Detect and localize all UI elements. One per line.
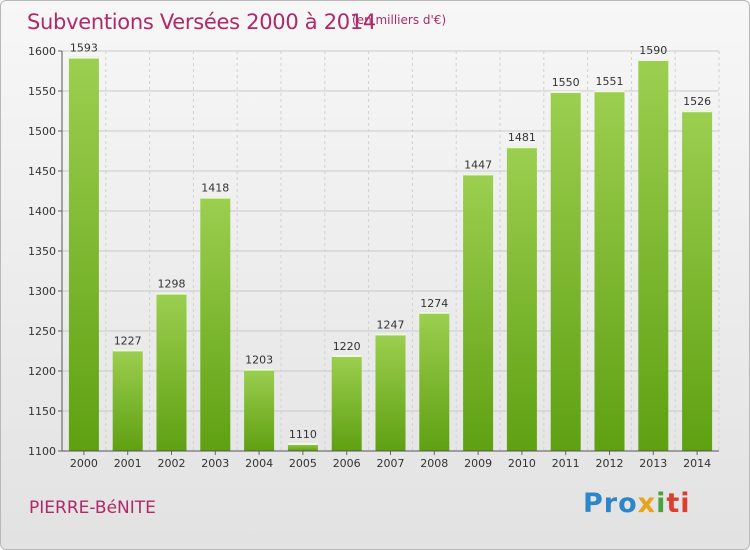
- x-tick-label: 2010: [508, 457, 536, 470]
- value-label: 1274: [420, 297, 448, 310]
- x-tick-label: 2008: [420, 457, 448, 470]
- bar-highlight: [244, 368, 275, 371]
- x-tick-label: 2001: [114, 457, 142, 470]
- bar-highlight: [331, 355, 362, 357]
- bar: [68, 56, 99, 451]
- value-label: 1590: [639, 44, 667, 57]
- x-tick-label: 2003: [201, 457, 229, 470]
- bar: [550, 91, 581, 451]
- bar: [375, 333, 406, 451]
- logo-part: i: [656, 488, 667, 519]
- value-label: 1110: [289, 428, 317, 441]
- chart-unit: (en milliers d'€): [352, 13, 447, 27]
- y-tick-label: 1350: [28, 245, 56, 258]
- bar: [463, 173, 494, 451]
- value-label: 1220: [333, 340, 361, 353]
- bar-highlight: [200, 196, 231, 199]
- value-label: 1447: [464, 158, 492, 171]
- bar: [419, 311, 450, 451]
- value-label: 1227: [114, 334, 142, 347]
- value-label: 1550: [552, 76, 580, 89]
- labels-group: 1100 1150 1200 1250 1300 1350 1400 1450 1500 1550…: [28, 42, 711, 470]
- logo-part: x: [637, 488, 657, 519]
- bar: [156, 292, 187, 451]
- bar-highlight: [682, 110, 713, 113]
- x-tick-label: 2013: [639, 457, 667, 470]
- bar: [682, 110, 713, 451]
- x-tick-label: 2004: [245, 457, 273, 470]
- value-label: 1481: [508, 131, 536, 144]
- bar: [638, 59, 669, 451]
- bar: [112, 349, 143, 451]
- logo-part: ti: [666, 488, 691, 519]
- y-tick-label: 1450: [28, 165, 56, 178]
- y-tick-label: 1200: [28, 365, 56, 378]
- x-tick-label: 2012: [596, 457, 624, 470]
- y-tick-label: 1100: [28, 445, 56, 458]
- x-tick-label: 2000: [70, 457, 98, 470]
- value-label: 1526: [683, 95, 711, 108]
- y-tick-label: 1150: [28, 405, 56, 418]
- value-label: 1593: [70, 42, 98, 55]
- value-label: 1298: [158, 278, 186, 291]
- x-tick-label: 2011: [552, 457, 580, 470]
- value-label: 1418: [201, 182, 229, 195]
- bar-highlight: [463, 173, 494, 176]
- y-tick-label: 1600: [28, 45, 56, 58]
- value-label: 1203: [245, 354, 273, 367]
- bar: [244, 368, 275, 451]
- y-tick-label: 1250: [28, 325, 56, 338]
- bar: [331, 355, 362, 451]
- bar-highlight: [506, 146, 537, 149]
- bar: [287, 443, 318, 451]
- x-tick-label: 2014: [683, 457, 711, 470]
- x-tick-label: 2005: [289, 457, 317, 470]
- y-tick-label: 1500: [28, 125, 56, 138]
- proxiti-logo: Proxiti: [583, 488, 691, 519]
- bar-highlight: [594, 90, 625, 93]
- bar-highlight: [112, 349, 143, 352]
- y-tick-label: 1550: [28, 85, 56, 98]
- axes: [58, 50, 719, 455]
- y-tick-label: 1300: [28, 285, 56, 298]
- x-tick-label: 2007: [377, 457, 405, 470]
- logo-part: Pro: [583, 488, 638, 519]
- bar-highlight: [287, 443, 318, 445]
- chart-title: Subventions Versées 2000 à 2014: [27, 10, 376, 34]
- x-tick-label: 2009: [464, 457, 492, 470]
- bar: [506, 146, 537, 451]
- bars-group: [68, 56, 713, 451]
- bar-highlight: [550, 91, 581, 93]
- value-label: 1247: [377, 318, 405, 331]
- bar-highlight: [68, 56, 99, 59]
- x-tick-label: 2006: [333, 457, 361, 470]
- value-label: 1551: [596, 75, 624, 88]
- bar: [200, 196, 231, 451]
- x-tick-label: 2002: [158, 457, 186, 470]
- place-name: PIERRE-BéNITE: [29, 498, 156, 518]
- bar-highlight: [375, 333, 406, 336]
- bar-highlight: [419, 311, 450, 314]
- bar-highlight: [156, 292, 187, 295]
- y-tick-label: 1400: [28, 205, 56, 218]
- bar-highlight: [638, 59, 669, 61]
- bar: [594, 90, 625, 451]
